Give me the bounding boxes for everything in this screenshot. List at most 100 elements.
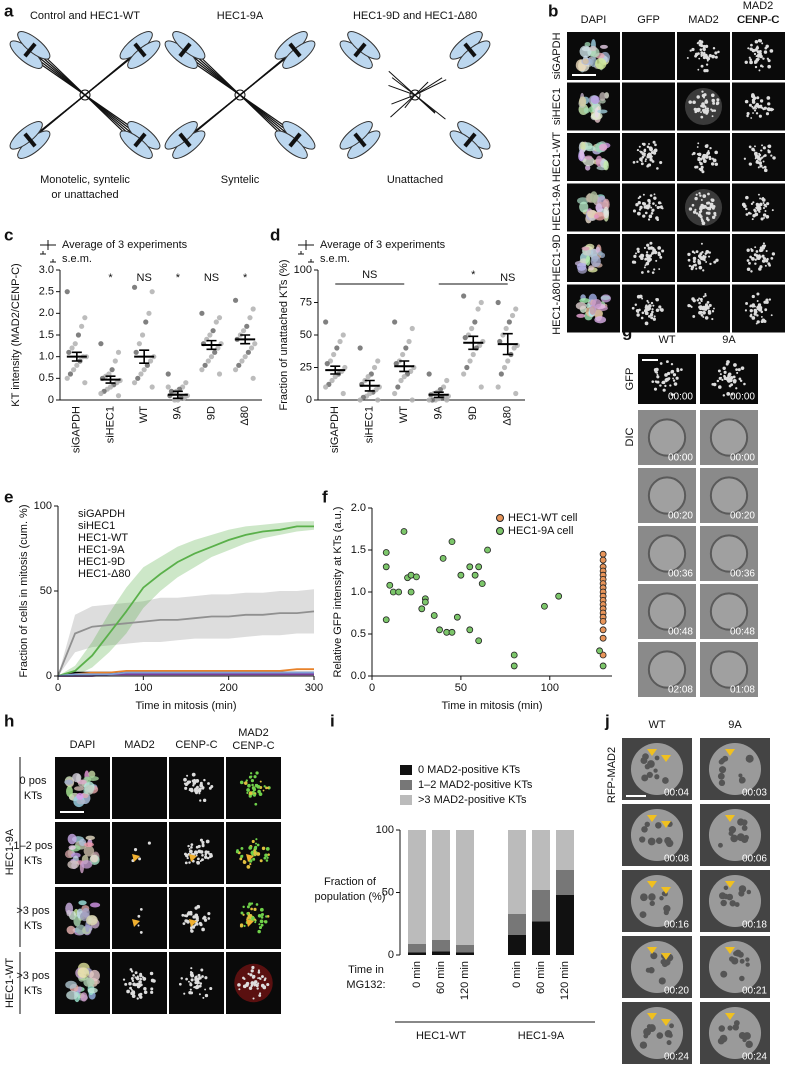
spot [257, 971, 261, 974]
scheme-title: HEC1-9D and HEC1-Δ80 [353, 10, 477, 22]
spot [766, 107, 771, 112]
spot [656, 218, 660, 222]
spot [635, 308, 640, 313]
data-point [82, 315, 88, 321]
spot [180, 977, 183, 980]
spot [659, 160, 663, 165]
spot [195, 916, 199, 920]
data-point [478, 580, 486, 587]
spot [253, 918, 257, 921]
spot [650, 316, 654, 320]
spot [749, 305, 752, 308]
data-point [501, 364, 508, 371]
spot [260, 923, 264, 927]
spot [260, 975, 264, 979]
spot [638, 208, 642, 211]
spot [266, 982, 270, 987]
legend-label: 0 MAD2-positive KTs [418, 764, 521, 776]
spot [636, 247, 640, 251]
row-label: HEC1-9A [551, 184, 563, 231]
spot [251, 786, 256, 790]
spot [267, 853, 270, 856]
y-axis-label: Fraction of cells in mitosis (cum. %) [18, 505, 30, 678]
spot [647, 155, 650, 158]
row-label: RFP-MAD2 [606, 747, 618, 803]
spot [706, 152, 709, 156]
spot [130, 988, 133, 991]
spot [693, 101, 696, 104]
spot [655, 367, 659, 372]
spot [687, 252, 691, 257]
spot [251, 839, 255, 844]
spot [199, 799, 202, 802]
chromosome [641, 774, 649, 782]
micrograph [112, 822, 167, 884]
kinetochore [178, 132, 192, 148]
spot [768, 298, 772, 301]
spot [245, 779, 248, 782]
spot [139, 974, 143, 978]
spot [129, 986, 132, 990]
spot [666, 371, 671, 376]
data-point [382, 563, 390, 571]
data-point [599, 556, 607, 564]
microtubule [388, 84, 416, 96]
legend-label: Average of 3 experiments [320, 239, 446, 251]
data-point [205, 358, 211, 364]
spot [247, 914, 251, 917]
spot [652, 151, 657, 155]
spot [702, 56, 706, 60]
data-point [244, 323, 250, 329]
column-header: CENP-C [175, 739, 217, 751]
spot [705, 144, 709, 147]
spot [691, 47, 695, 52]
spot [254, 802, 258, 806]
spot [723, 370, 727, 374]
error-bar [139, 349, 150, 364]
spot [653, 250, 658, 255]
arrowhead [189, 919, 197, 927]
spot [703, 93, 707, 97]
legend-label: s.e.m. [62, 253, 92, 265]
spot [770, 256, 774, 260]
data-point [418, 605, 426, 613]
bar-segment [556, 895, 574, 955]
chromosome [656, 823, 662, 829]
spot [209, 986, 213, 991]
spot [645, 261, 650, 266]
spot [641, 311, 645, 315]
chromatin [599, 143, 608, 151]
chromatin [73, 786, 85, 791]
data-point [324, 361, 330, 367]
x-tick-label: 0 min [411, 961, 423, 988]
spot [751, 294, 755, 299]
chromosome [743, 1032, 751, 1040]
spot [711, 98, 716, 103]
spot [265, 915, 268, 918]
spot [201, 975, 204, 978]
spot [751, 100, 756, 104]
chromatin [86, 915, 98, 926]
spot [714, 150, 718, 155]
spot [189, 983, 193, 987]
chromatin [600, 295, 611, 300]
kinetochore [353, 132, 367, 148]
data-point [98, 341, 104, 347]
spot [754, 105, 757, 108]
spot [762, 254, 765, 257]
chromatin [594, 316, 607, 324]
spot [753, 312, 757, 316]
spot [139, 992, 143, 996]
kinetochore [133, 132, 147, 148]
spot [637, 250, 640, 254]
chromatin [603, 160, 609, 171]
row-label: KTs [24, 985, 43, 997]
data-point [149, 289, 155, 295]
chromatin [579, 45, 592, 58]
spot [638, 145, 641, 148]
spot [765, 215, 770, 219]
spot [243, 859, 246, 863]
spot [702, 295, 705, 298]
chromosome [645, 967, 651, 973]
spot [739, 379, 743, 383]
